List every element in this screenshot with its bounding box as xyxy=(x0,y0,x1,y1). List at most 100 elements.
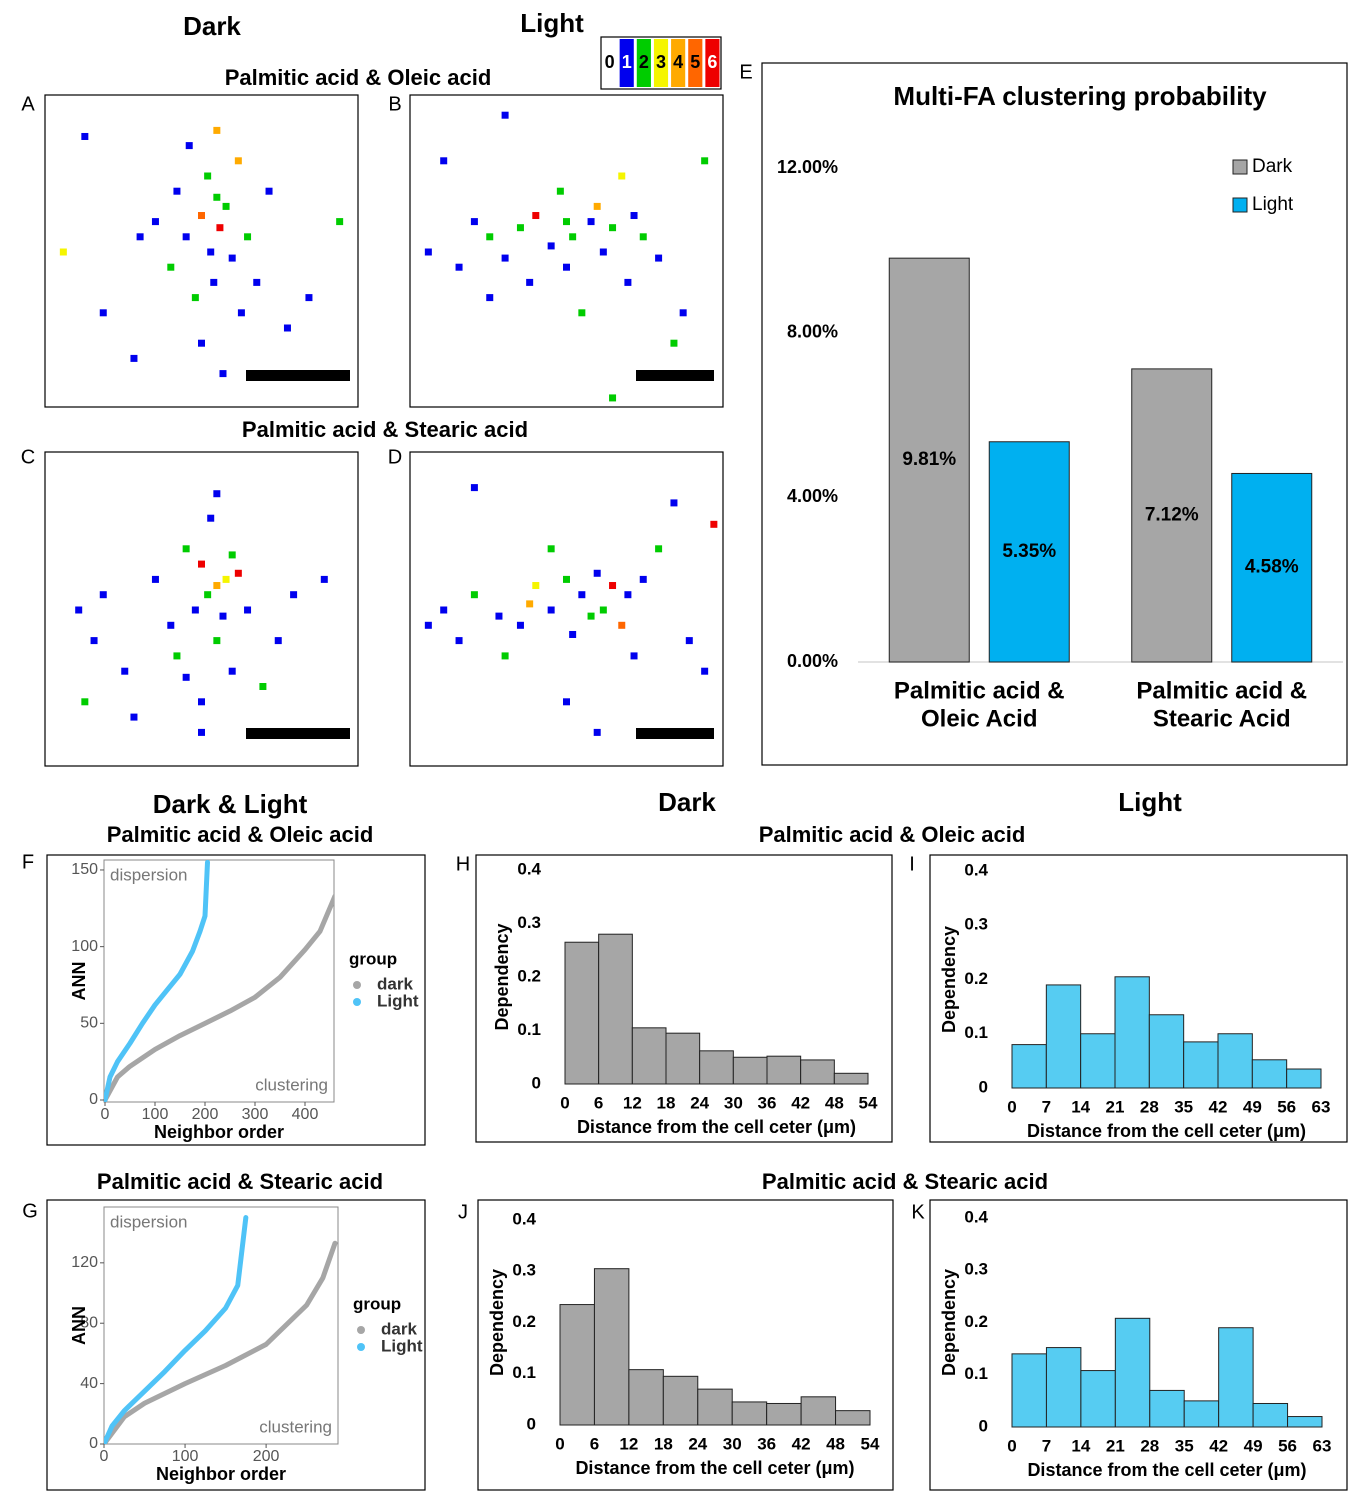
point xyxy=(185,142,193,150)
point xyxy=(182,545,190,553)
point xyxy=(501,111,509,119)
y-tick-label: 0.4 xyxy=(512,1209,536,1228)
point xyxy=(563,218,570,226)
x-tick-label: 63 xyxy=(1312,1097,1331,1116)
point xyxy=(578,309,586,317)
point xyxy=(228,551,236,559)
value-label: 4.58% xyxy=(1245,557,1299,578)
point xyxy=(424,248,432,256)
point xyxy=(59,248,67,256)
point xyxy=(151,218,159,226)
y-axis-title: Dependency xyxy=(492,923,512,1030)
point xyxy=(587,218,595,226)
legend-dot xyxy=(353,998,361,1006)
header: Dark & Light xyxy=(153,789,308,819)
histogram-bar xyxy=(1252,1402,1289,1428)
colorbar-cell xyxy=(619,39,634,87)
x-tick-label: 24 xyxy=(690,1093,709,1112)
point xyxy=(516,224,524,232)
panel-frame xyxy=(44,94,359,408)
point xyxy=(234,157,242,165)
x-tick-label: 49 xyxy=(1243,1097,1262,1116)
point xyxy=(569,630,577,638)
histogram-bar xyxy=(1251,1059,1288,1089)
header: Palmitic acid & Oleic acid xyxy=(759,822,1026,847)
point xyxy=(228,254,236,262)
point xyxy=(173,652,181,660)
x-tick-label: 7 xyxy=(1042,1097,1051,1116)
point xyxy=(253,278,261,286)
x-tick-label: 49 xyxy=(1244,1436,1263,1455)
legend-label: Light xyxy=(381,1336,423,1355)
x-tick-label: 63 xyxy=(1313,1436,1332,1455)
series-line xyxy=(104,1240,338,1444)
point xyxy=(237,309,245,317)
histogram-bar xyxy=(1183,1041,1219,1089)
point xyxy=(563,263,570,271)
histogram-bar xyxy=(628,1369,664,1426)
legend-label: Light xyxy=(1252,194,1294,215)
x-tick-label: Stearic Acid xyxy=(1153,705,1291,732)
point xyxy=(90,637,98,645)
histogram-bar xyxy=(1011,1044,1047,1089)
histogram-bar xyxy=(1080,1370,1116,1428)
legend-title: group xyxy=(349,949,397,968)
point xyxy=(259,683,267,690)
x-tick-label: 6 xyxy=(594,1093,603,1112)
point xyxy=(701,157,709,165)
annotation: clustering xyxy=(255,1075,328,1094)
scale-bar xyxy=(246,370,350,381)
header: Palmitic acid & Stearic acid xyxy=(97,1169,383,1194)
point xyxy=(470,484,478,492)
point xyxy=(526,600,534,608)
panel-frame xyxy=(44,451,359,767)
point xyxy=(618,172,626,180)
x-tick-label: 54 xyxy=(861,1434,880,1453)
point xyxy=(532,212,540,220)
point xyxy=(609,582,617,590)
x-axis-title: Neighbor order xyxy=(156,1464,286,1484)
point xyxy=(81,698,89,706)
point xyxy=(455,637,463,645)
x-tick-label: 12 xyxy=(619,1434,638,1453)
x-tick-label: 100 xyxy=(142,1106,169,1123)
x-axis-title: Distance from the cell ceter (μm) xyxy=(575,1458,854,1478)
x-tick-label: 0 xyxy=(1007,1436,1016,1455)
x-axis-title: Distance from the cell ceter (μm) xyxy=(577,1117,856,1137)
histogram-bar xyxy=(1149,1389,1185,1428)
point xyxy=(198,339,205,347)
legend-label: dark xyxy=(381,1319,417,1338)
x-tick-label: Oleic Acid xyxy=(921,705,1037,732)
point xyxy=(710,520,718,528)
x-tick-label: 14 xyxy=(1071,1436,1090,1455)
point xyxy=(336,218,344,226)
series-line xyxy=(104,1215,249,1444)
header: Dark xyxy=(183,11,241,41)
point xyxy=(228,667,236,675)
histogram-bar xyxy=(564,941,600,1085)
y-tick-label: 0.3 xyxy=(964,915,988,934)
point xyxy=(593,569,601,577)
point xyxy=(569,233,577,241)
point xyxy=(75,606,83,614)
point xyxy=(136,233,144,241)
colorbar-cell xyxy=(671,39,686,87)
panel-letter: H xyxy=(456,853,470,875)
histogram-bar xyxy=(559,1304,595,1426)
point xyxy=(305,294,313,302)
point xyxy=(234,569,242,577)
y-tick-label: 150 xyxy=(71,861,98,878)
histogram-bar xyxy=(1183,1400,1220,1428)
histogram-bar xyxy=(593,1268,630,1426)
point xyxy=(501,254,509,262)
point xyxy=(81,132,89,140)
panel-frame xyxy=(409,451,724,767)
x-tick-label: Palmitic acid & xyxy=(1136,677,1307,704)
point xyxy=(213,193,221,201)
x-tick-label: 56 xyxy=(1277,1097,1296,1116)
point xyxy=(198,212,205,220)
point xyxy=(99,309,107,317)
x-tick-label: 36 xyxy=(757,1434,776,1453)
colorbar-cell xyxy=(705,39,720,87)
